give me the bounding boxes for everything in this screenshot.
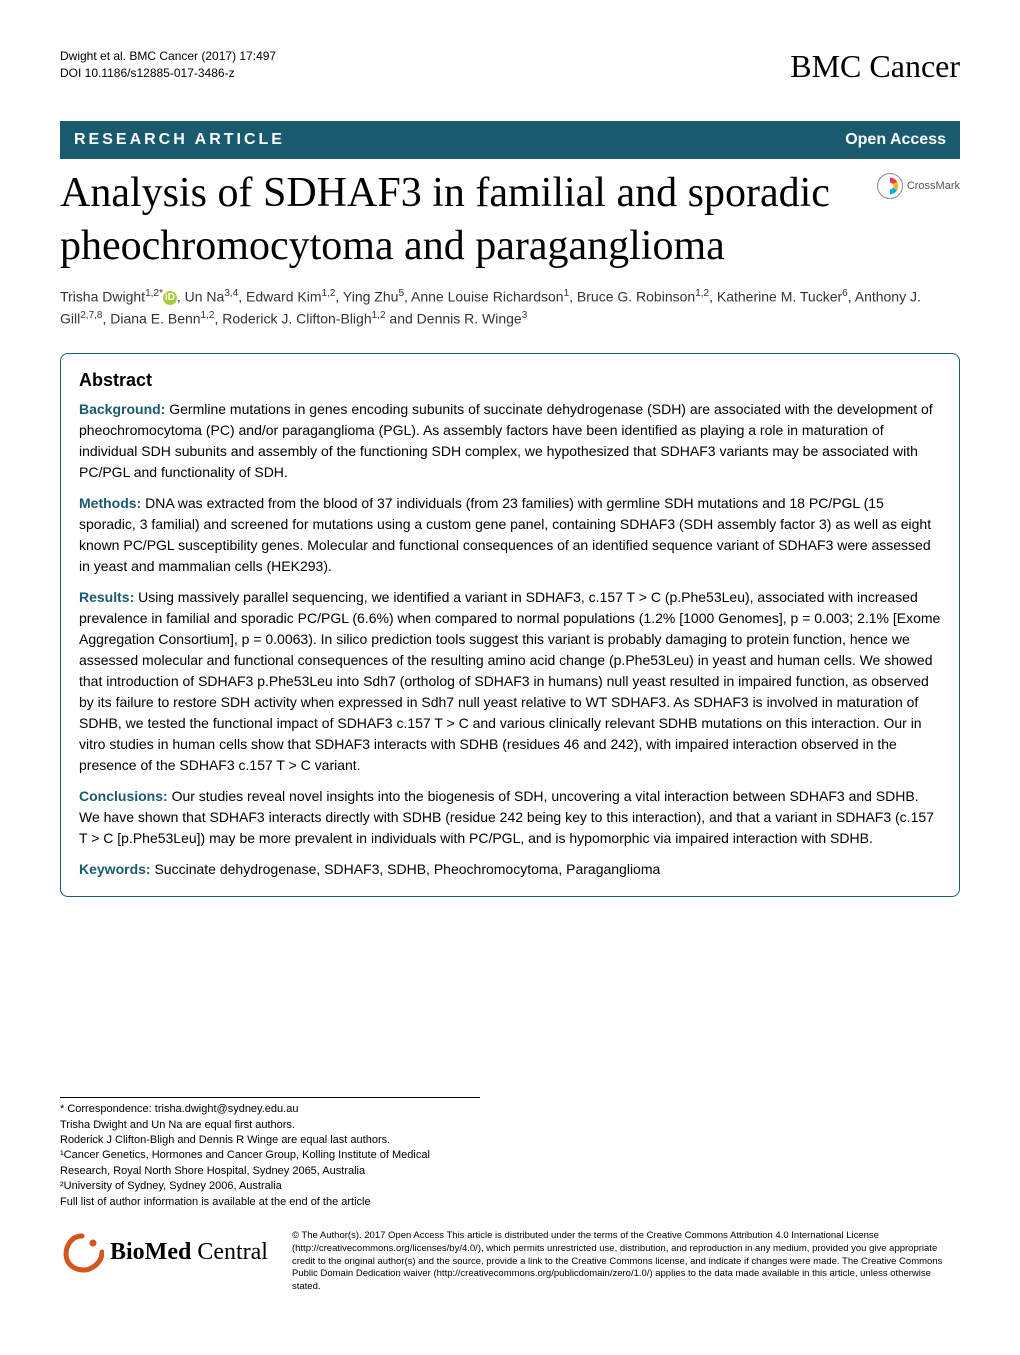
footer-note-line: ²University of Sydney, Sydney 2006, Aust… [60,1179,480,1194]
footer-note-line: Roderick J Clifton-Bligh and Dennis R Wi… [60,1133,480,1148]
abstract-section-label: Conclusions: [79,788,172,804]
abstract-box: Abstract Background: Germline mutations … [60,353,960,897]
citation-block: Dwight et al. BMC Cancer (2017) 17:497 D… [60,48,276,82]
authors-list: Trisha Dwight1,2*iD, Un Na3,4, Edward Ki… [60,286,960,329]
abstract-heading: Abstract [79,370,941,391]
open-access-label: Open Access [845,131,946,149]
abstract-section: Methods: DNA was extracted from the bloo… [79,493,941,577]
orcid-icon: iD [163,291,177,305]
abstract-section: Conclusions: Our studies reveal novel in… [79,786,941,849]
license-row: BioMed Central © The Author(s). 2017 Ope… [60,1230,960,1294]
footer-note-line: Full list of author information is avail… [60,1195,480,1210]
citation-line: Dwight et al. BMC Cancer (2017) 17:497 [60,48,276,65]
abstract-section: Background: Germline mutations in genes … [79,399,941,483]
abstract-section: Keywords: Succinate dehydrogenase, SDHAF… [79,859,941,880]
abstract-sections: Background: Germline mutations in genes … [79,399,941,880]
abstract-section-label: Results: [79,589,138,605]
title-row: Analysis of SDHAF3 in familial and spora… [60,167,960,272]
crossmark-label: CrossMark [907,180,960,192]
abstract-section-text: Our studies reveal novel insights into t… [79,788,934,846]
abstract-section-text: DNA was extracted from the blood of 37 i… [79,495,931,574]
abstract-section-text: Using massively parallel sequencing, we … [79,589,940,773]
abstract-section: Results: Using massively parallel sequen… [79,587,941,776]
crossmark-badge[interactable]: CrossMark [877,173,960,199]
publisher-logo: BioMed Central [60,1230,268,1274]
footer-note-line: * Correspondence: trisha.dwight@sydney.e… [60,1102,480,1117]
doi-line: DOI 10.1186/s12885-017-3486-z [60,65,276,82]
abstract-section-text: Germline mutations in genes encoding sub… [79,401,933,480]
article-title: Analysis of SDHAF3 in familial and spora… [60,167,867,272]
abstract-section-text: Succinate dehydrogenase, SDHAF3, SDHB, P… [154,861,660,877]
abstract-section-label: Methods: [79,495,145,511]
footer-notes: * Correspondence: trisha.dwight@sydney.e… [60,1097,480,1210]
journal-brand: BMC Cancer [790,48,960,85]
article-type-label: RESEARCH ARTICLE [74,131,285,149]
article-type-bar: RESEARCH ARTICLE Open Access [60,121,960,159]
license-text: © The Author(s). 2017 Open Access This a… [292,1230,960,1294]
footer-note-line: Trisha Dwight and Un Na are equal first … [60,1118,480,1133]
abstract-section-label: Background: [79,401,169,417]
publisher-logo-text: BioMed Central [110,1239,268,1266]
crossmark-icon [877,173,903,199]
page-header: Dwight et al. BMC Cancer (2017) 17:497 D… [60,48,960,85]
abstract-section-label: Keywords: [79,861,154,877]
biomed-central-icon [60,1230,104,1274]
footer-note-line: ¹Cancer Genetics, Hormones and Cancer Gr… [60,1148,480,1179]
